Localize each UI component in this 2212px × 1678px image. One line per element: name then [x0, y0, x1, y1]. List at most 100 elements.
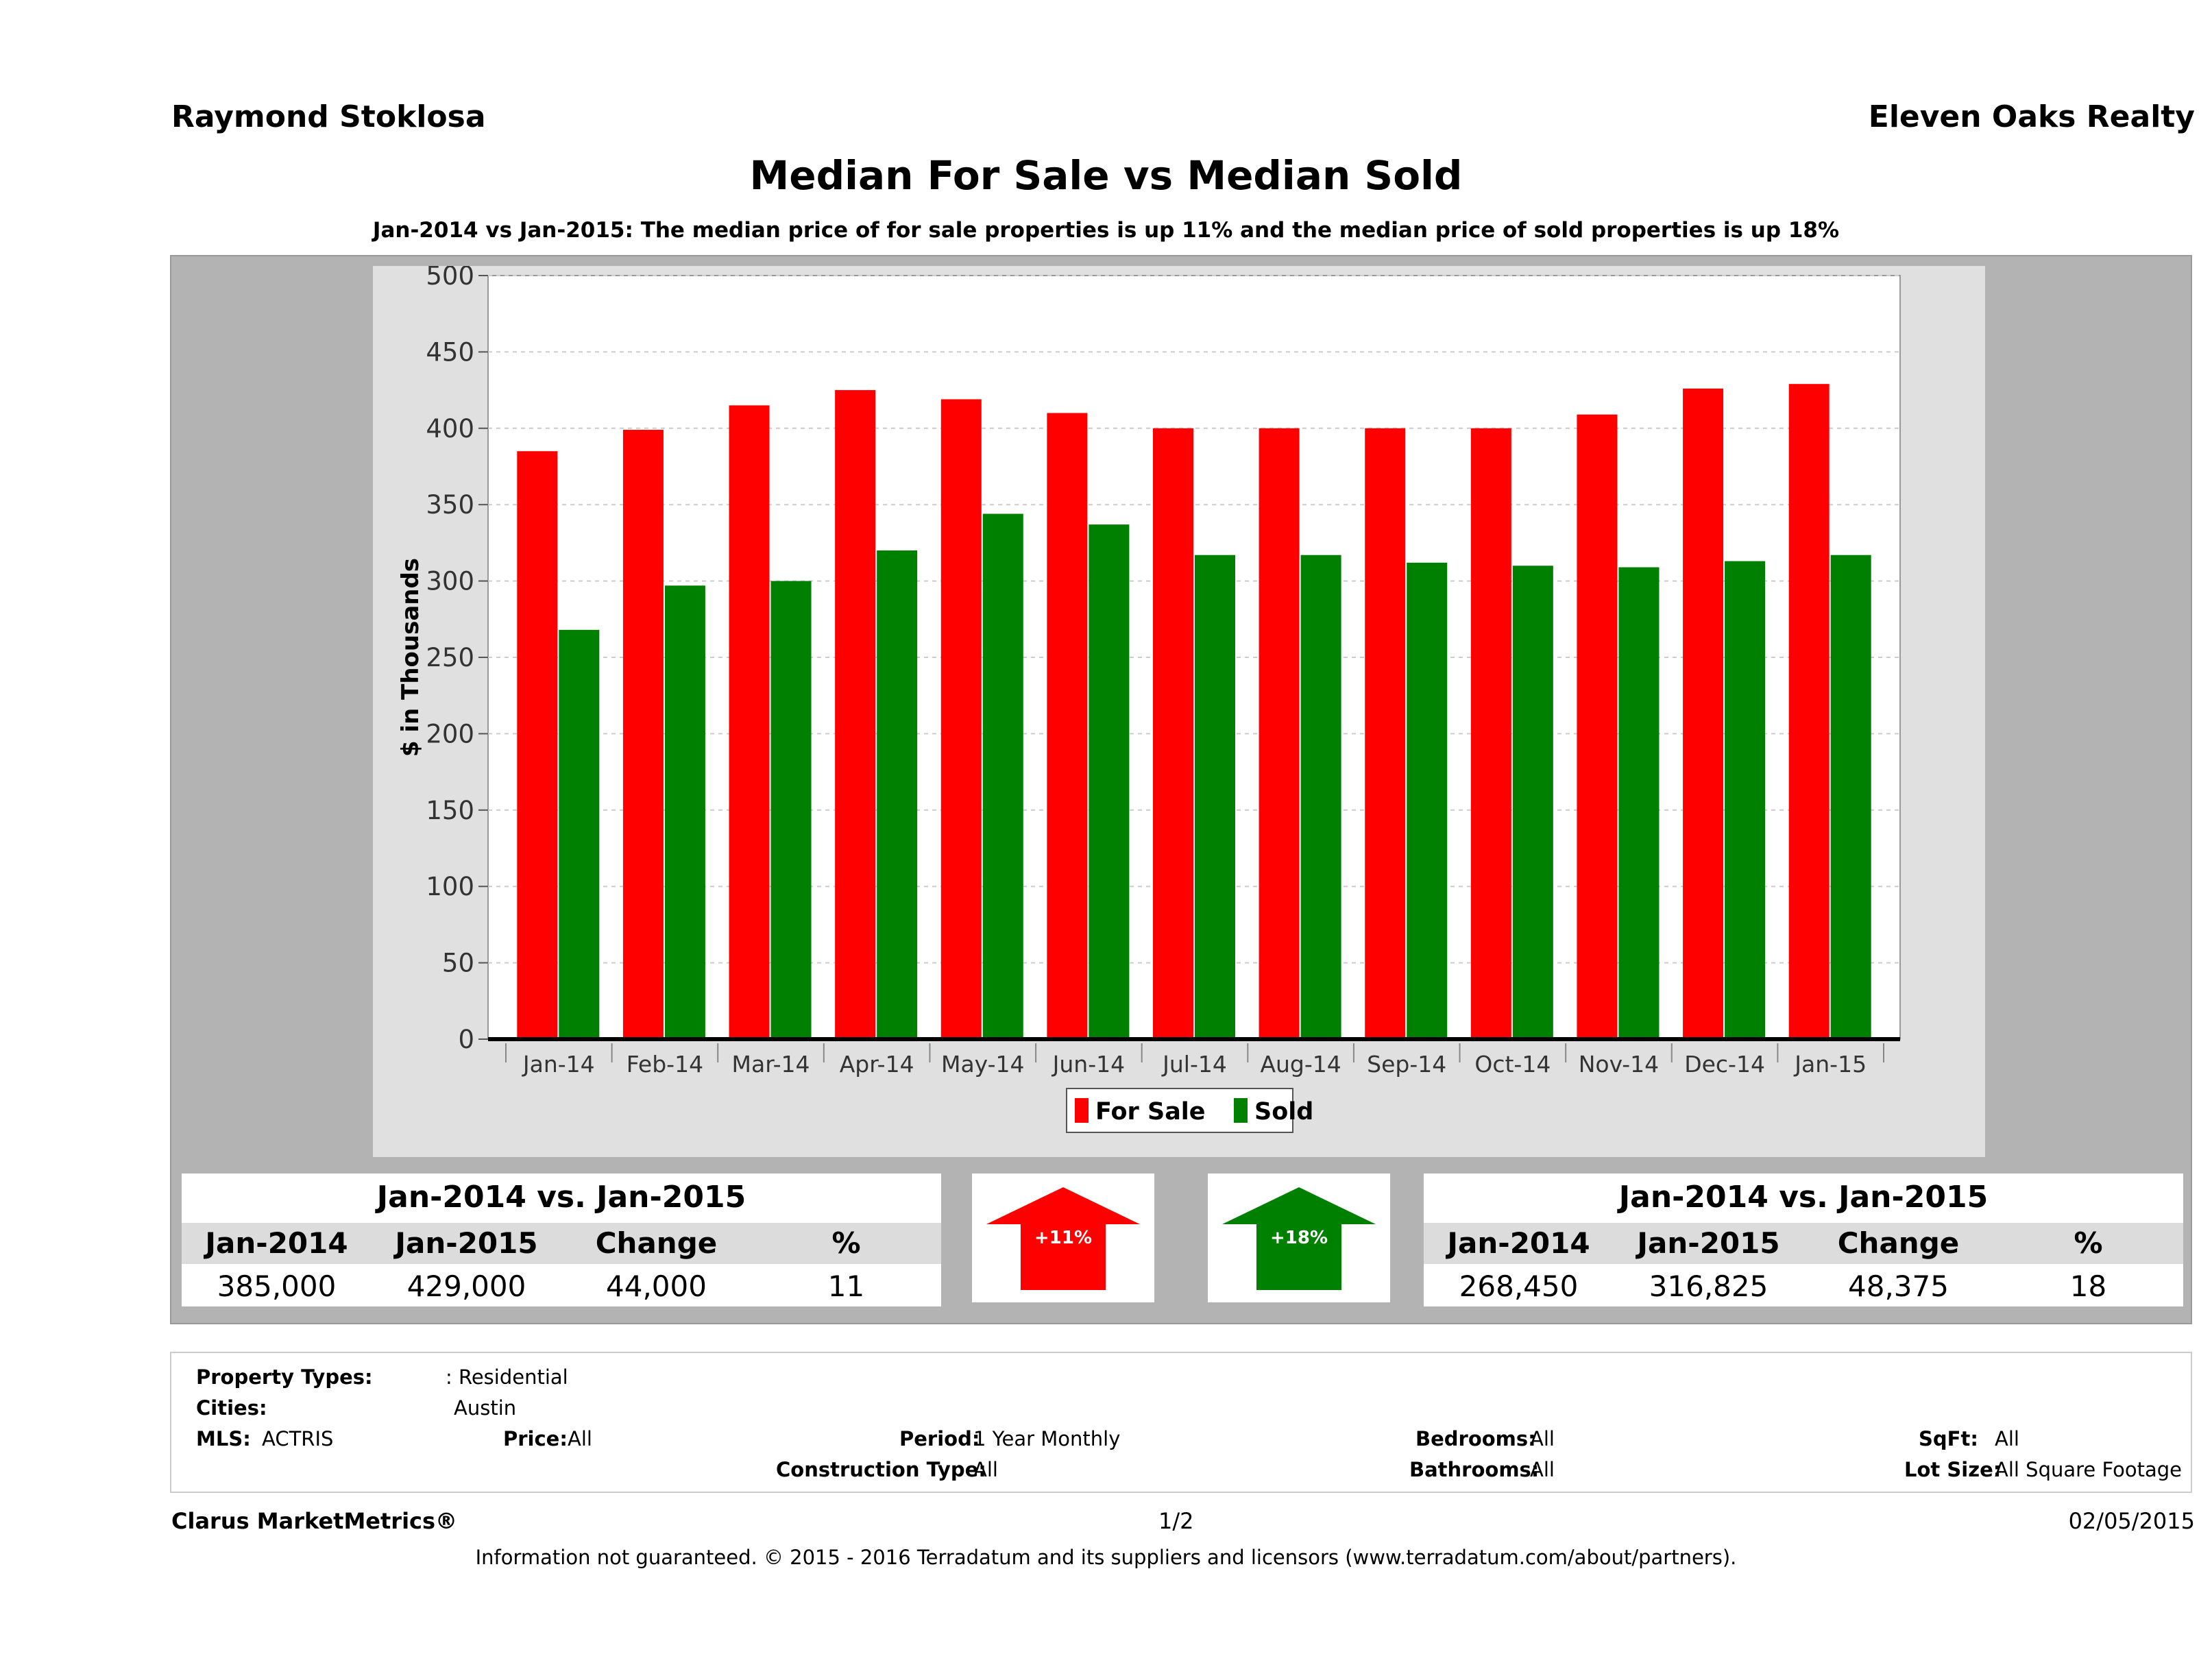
x-tick-label: Dec-14: [1684, 1051, 1765, 1078]
y-axis-label: $ in Thousands: [397, 558, 424, 757]
bar-sold: [877, 550, 918, 1039]
bar-sold: [1830, 555, 1871, 1039]
sqft-label: SqFt:: [1919, 1427, 1978, 1450]
y-tick-label: 450: [426, 337, 474, 367]
x-tick-label: Sep-14: [1367, 1051, 1446, 1078]
mls-label: MLS:: [196, 1427, 251, 1450]
lot-size-value: All Square Footage: [1995, 1458, 2183, 1481]
y-tick-label: 200: [426, 719, 474, 749]
up-arrow-icon: +11%: [986, 1187, 1140, 1290]
bar-for-sale: [940, 399, 982, 1039]
bar-sold: [1512, 566, 1553, 1039]
disclaimer: Information not guaranteed. © 2015 - 201…: [475, 1546, 1737, 1569]
cities-value: Austin: [454, 1396, 517, 1420]
y-tick-label: 150: [426, 796, 474, 825]
bar-sold: [982, 513, 1023, 1039]
header-cell: Jan-2014: [205, 1226, 348, 1260]
bar-for-sale: [1683, 388, 1724, 1039]
value-cell: 11: [827, 1269, 865, 1303]
value-cell: 48,375: [1848, 1269, 1949, 1303]
product-name: Clarus MarketMetrics®: [171, 1508, 458, 1534]
bedrooms-value: All: [1530, 1427, 1555, 1450]
x-tick-label: Aug-14: [1260, 1051, 1341, 1078]
x-tick-label: Nov-14: [1579, 1051, 1659, 1078]
bar-chart: 0 50 100 150 200 250 300 350 400 450 500 Jan-14 Feb-…: [397, 266, 1901, 1133]
x-tick-label: Apr-14: [840, 1051, 914, 1078]
y-tick-label: 100: [426, 872, 474, 901]
y-tick-label: 0: [458, 1025, 474, 1054]
bar-for-sale: [1470, 428, 1511, 1039]
construction-type-label: Construction Type:: [776, 1458, 986, 1481]
chart-area: 0 50 100 150 200 250 300 350 400 450 500 Jan-14 Feb-…: [373, 266, 1985, 1157]
y-tick-label: 350: [426, 490, 474, 520]
property-types-label: Property Types:: [196, 1365, 373, 1389]
bathrooms-label: Bathrooms:: [1409, 1458, 1540, 1481]
x-tick-label: May-14: [941, 1051, 1025, 1078]
bedrooms-label: Bedrooms:: [1415, 1427, 1536, 1450]
period-value: 1 Year Monthly: [973, 1427, 1121, 1450]
cities-label: Cities:: [196, 1396, 267, 1420]
header-cell: Jan-2014: [1447, 1226, 1590, 1260]
sold-change-badge: +18%: [1208, 1174, 1390, 1302]
bar-for-sale: [729, 405, 770, 1039]
agent-name: Raymond Stoklosa: [171, 99, 486, 134]
x-tick-label: Oct-14: [1474, 1051, 1551, 1078]
chart-subtitle: Jan-2014 vs Jan-2015: The median price o…: [372, 218, 1840, 243]
bar-sold: [664, 585, 705, 1039]
bar-sold: [1195, 555, 1235, 1039]
bar-sold: [1725, 561, 1766, 1039]
for-sale-stats-table: Jan-2014 vs. Jan-2015 Jan-2014 Jan-2015 …: [182, 1174, 941, 1306]
bar-for-sale: [1047, 413, 1088, 1039]
for-sale-stats-values: 385,000 429,000 44,000 11: [182, 1267, 941, 1306]
brokerage-name: Eleven Oaks Realty: [1868, 99, 2195, 134]
header-cell: Change: [595, 1226, 718, 1260]
x-tick-label: Mar-14: [732, 1051, 810, 1078]
page-number: 1/2: [1158, 1508, 1194, 1534]
up-arrow-icon: +18%: [1222, 1187, 1376, 1290]
sqft-value: All: [1995, 1427, 2019, 1450]
bar-sold: [770, 581, 812, 1039]
header-cell: %: [2074, 1226, 2103, 1260]
legend-label: For Sale: [1095, 1098, 1206, 1126]
price-label: Price:: [503, 1427, 568, 1450]
value-cell: 429,000: [406, 1269, 526, 1303]
mls-value: ACTRIS: [262, 1427, 334, 1450]
legend: [1066, 1088, 1293, 1133]
header-cell: Change: [1837, 1226, 1960, 1260]
x-tick-label: Jan-15: [1793, 1051, 1867, 1078]
construction-type-value: All: [973, 1458, 998, 1481]
bar-sold: [559, 629, 600, 1039]
bar-for-sale: [1153, 428, 1193, 1039]
for-sale-change-badge: +11%: [972, 1174, 1154, 1302]
search-criteria-box: Property Types: : Residential Cities: Au…: [170, 1352, 2192, 1493]
y-tick-label: 500: [426, 266, 474, 291]
header-cell: Jan-2015: [395, 1226, 538, 1260]
price-value: All: [568, 1427, 592, 1450]
legend-swatch: [1234, 1098, 1248, 1123]
bar-for-sale: [835, 390, 876, 1039]
bar-sold: [1300, 555, 1341, 1039]
period-label: Period:: [899, 1427, 980, 1450]
sold-stats-values: 268,450 316,825 48,375 18: [1424, 1267, 2183, 1306]
header-cell: Jan-2015: [1637, 1226, 1780, 1260]
y-tick-label: 250: [426, 643, 474, 672]
bar-for-sale: [1577, 414, 1618, 1039]
y-tick-label: 300: [426, 567, 474, 596]
legend-swatch: [1075, 1098, 1089, 1123]
y-tick-label: 50: [442, 949, 474, 978]
sold-stats-header: Jan-2014 Jan-2015 Change %: [1424, 1223, 2183, 1264]
bar-sold: [1618, 567, 1660, 1039]
x-tick-label: Jan-14: [522, 1051, 595, 1078]
bar-for-sale: [622, 430, 664, 1039]
value-cell: 385,000: [217, 1269, 337, 1303]
property-types-value: : Residential: [446, 1365, 568, 1389]
report-date: 02/05/2015: [2068, 1508, 2195, 1534]
sold-badge-text: +18%: [1270, 1228, 1328, 1248]
for-sale-stats-header: Jan-2014 Jan-2015 Change %: [182, 1223, 941, 1264]
for-sale-badge-text: +11%: [1034, 1228, 1092, 1248]
bar-sold: [1089, 524, 1130, 1039]
sold-stats-table: Jan-2014 vs. Jan-2015 Jan-2014 Jan-2015 …: [1424, 1174, 2183, 1306]
value-cell: 268,450: [1459, 1269, 1579, 1303]
for-sale-stats-title: Jan-2014 vs. Jan-2015: [376, 1180, 746, 1215]
chart-title: Median For Sale vs Median Sold: [749, 152, 1463, 199]
